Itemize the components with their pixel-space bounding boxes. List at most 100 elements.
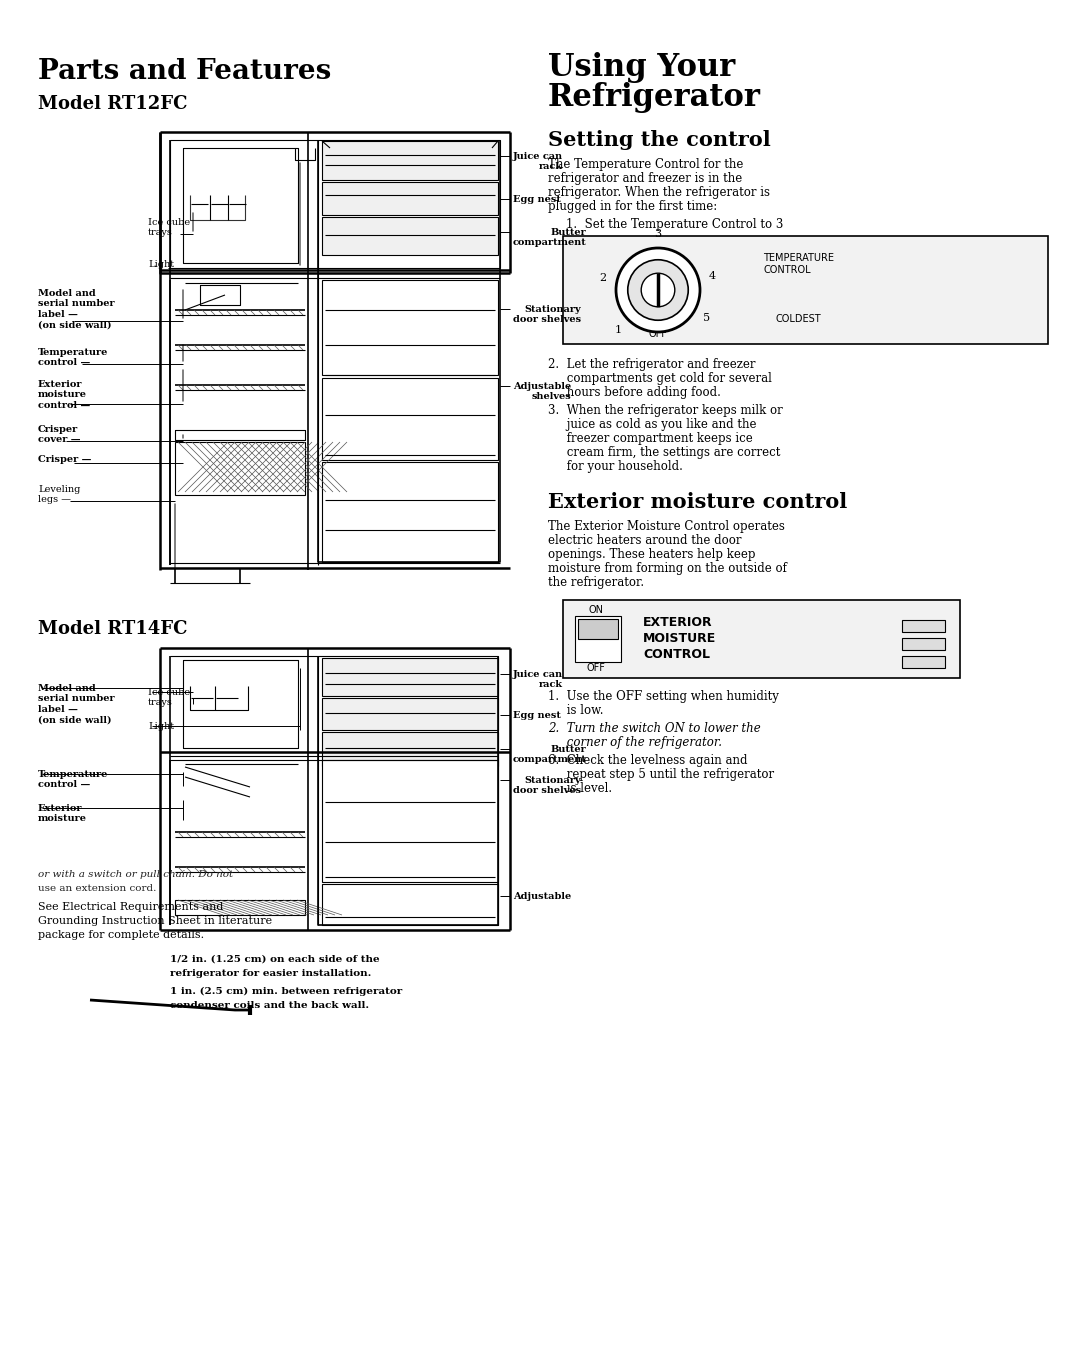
Text: Grounding Instruction Sheet in literature: Grounding Instruction Sheet in literatur… [38,916,272,925]
Bar [322,759,498,882]
Bar [902,638,945,651]
Bar [322,732,498,766]
Text: Egg nest: Egg nest [513,710,561,720]
Text: freezer compartment keeps ice: freezer compartment keeps ice [548,431,753,445]
Bar [322,698,498,729]
Text: refrigerator. When the refrigerator is: refrigerator. When the refrigerator is [548,186,770,199]
Text: Exterior moisture control: Exterior moisture control [548,491,847,512]
Text: See Electrical Requirements and: See Electrical Requirements and [38,902,224,912]
Bar [175,442,305,495]
Text: The Temperature Control for the: The Temperature Control for the [548,158,743,171]
Bar [322,142,498,180]
Bar [322,461,498,562]
Circle shape [642,274,675,306]
Text: cream firm, the settings are correct: cream firm, the settings are correct [548,446,781,459]
Text: CONTROL: CONTROL [643,648,710,660]
Text: 2.  Let the refrigerator and freezer: 2. Let the refrigerator and freezer [548,358,756,372]
Text: OFF: OFF [586,663,606,672]
Text: Light: Light [148,260,174,269]
Text: Setting the control: Setting the control [548,131,771,150]
Text: openings. These heaters help keep: openings. These heaters help keep [548,548,756,561]
Text: refrigerator for easier installation.: refrigerator for easier installation. [170,969,372,979]
Text: Parts and Features: Parts and Features [38,59,332,84]
Text: Juice can
rack: Juice can rack [513,670,563,690]
Text: is low.: is low. [548,704,604,717]
Bar [322,378,498,460]
Text: Adjustable: Adjustable [513,891,571,901]
Text: 2.  Turn the switch ON to lower the: 2. Turn the switch ON to lower the [548,721,760,735]
Bar [902,621,945,632]
Text: Crisper —: Crisper — [38,455,92,464]
Text: Stationary
door shelves: Stationary door shelves [513,776,581,795]
Bar [322,182,498,215]
Text: Exterior
moisture: Exterior moisture [38,804,87,823]
Text: TEMPERATURE: TEMPERATURE [762,253,834,263]
Text: Egg nest: Egg nest [513,195,561,204]
Text: hours before adding food.: hours before adding food. [548,387,720,399]
Text: Juice can
rack: Juice can rack [513,152,563,171]
Text: moisture from forming on the outside of: moisture from forming on the outside of [548,562,787,574]
Bar [322,216,498,255]
Bar [322,657,498,695]
Text: 2: 2 [599,274,607,283]
Text: COLDEST: COLDEST [775,314,821,324]
Bar [175,900,305,915]
Text: corner of the refrigerator.: corner of the refrigerator. [548,736,723,749]
Text: juice as cold as you like and the: juice as cold as you like and the [548,418,756,431]
Text: for your household.: for your household. [548,460,683,474]
Text: plugged in for the first time:: plugged in for the first time: [548,200,717,214]
Circle shape [616,248,700,332]
Text: Ice cube
trays: Ice cube trays [148,689,190,708]
Text: is level.: is level. [548,783,612,795]
Text: Refrigerator: Refrigerator [548,82,761,113]
Text: ON: ON [589,606,604,615]
Text: Model RT12FC: Model RT12FC [38,95,188,113]
Bar [578,619,618,640]
Text: condenser coils and the back wall.: condenser coils and the back wall. [170,1000,369,1010]
Text: 6.  Check the levelness again and: 6. Check the levelness again and [548,754,747,768]
Text: Adjustable
shelves: Adjustable shelves [513,382,571,401]
Text: Leveling
legs —: Leveling legs — [38,485,80,505]
Text: 4: 4 [708,271,716,280]
Text: Model RT14FC: Model RT14FC [38,621,188,638]
Text: the refrigerator.: the refrigerator. [548,576,644,589]
Text: Stationary
door shelves: Stationary door shelves [513,305,581,324]
Circle shape [627,260,688,320]
Text: package for complete details.: package for complete details. [38,930,204,940]
Text: 3.  When the refrigerator keeps milk or: 3. When the refrigerator keeps milk or [548,404,783,416]
Text: repeat step 5 until the refrigerator: repeat step 5 until the refrigerator [548,768,774,781]
Text: 3: 3 [654,229,662,240]
Bar [902,656,945,668]
Text: 5: 5 [703,313,710,323]
Text: 1/2 in. (1.25 cm) on each side of the: 1/2 in. (1.25 cm) on each side of the [170,955,380,964]
Text: use an extension cord.: use an extension cord. [38,885,157,893]
Text: 1.  Set the Temperature Control to 3: 1. Set the Temperature Control to 3 [566,218,783,231]
Bar [322,280,498,376]
Text: Light: Light [148,721,174,731]
Text: Model and
serial number
label —
(on side wall): Model and serial number label — (on side… [38,685,114,724]
Text: compartments get cold for several: compartments get cold for several [548,372,772,385]
Text: MOISTURE: MOISTURE [643,632,716,645]
Text: 1 in. (2.5 cm) min. between refrigerator: 1 in. (2.5 cm) min. between refrigerator [170,987,402,996]
Text: EXTERIOR: EXTERIOR [643,615,713,629]
Text: OFF: OFF [649,329,667,339]
Text: Model and
serial number
label —
(on side wall): Model and serial number label — (on side… [38,289,114,329]
Text: 1.  Use the OFF setting when humidity: 1. Use the OFF setting when humidity [548,690,779,704]
Text: Ice cube
trays: Ice cube trays [148,218,190,237]
Text: electric heaters around the door: electric heaters around the door [548,534,742,547]
Text: Butter
compartment: Butter compartment [513,229,586,248]
Text: 1: 1 [615,324,622,335]
Bar [322,885,498,925]
Text: The Exterior Moisture Control operates: The Exterior Moisture Control operates [548,520,785,534]
Bar [575,617,621,661]
Text: Exterior
moisture
control —: Exterior moisture control — [38,380,91,410]
Text: Temperature
control —: Temperature control — [38,348,108,367]
Text: Temperature
control —: Temperature control — [38,770,108,789]
Text: or with a switch or pull chain. Do not: or with a switch or pull chain. Do not [38,870,233,879]
Text: Crisper
cover —: Crisper cover — [38,425,81,445]
Bar [563,600,960,678]
Text: Butter
compartment: Butter compartment [513,744,586,765]
Text: refrigerator and freezer is in the: refrigerator and freezer is in the [548,171,742,185]
Text: CONTROL: CONTROL [762,265,811,275]
Text: Using Your: Using Your [548,52,735,83]
